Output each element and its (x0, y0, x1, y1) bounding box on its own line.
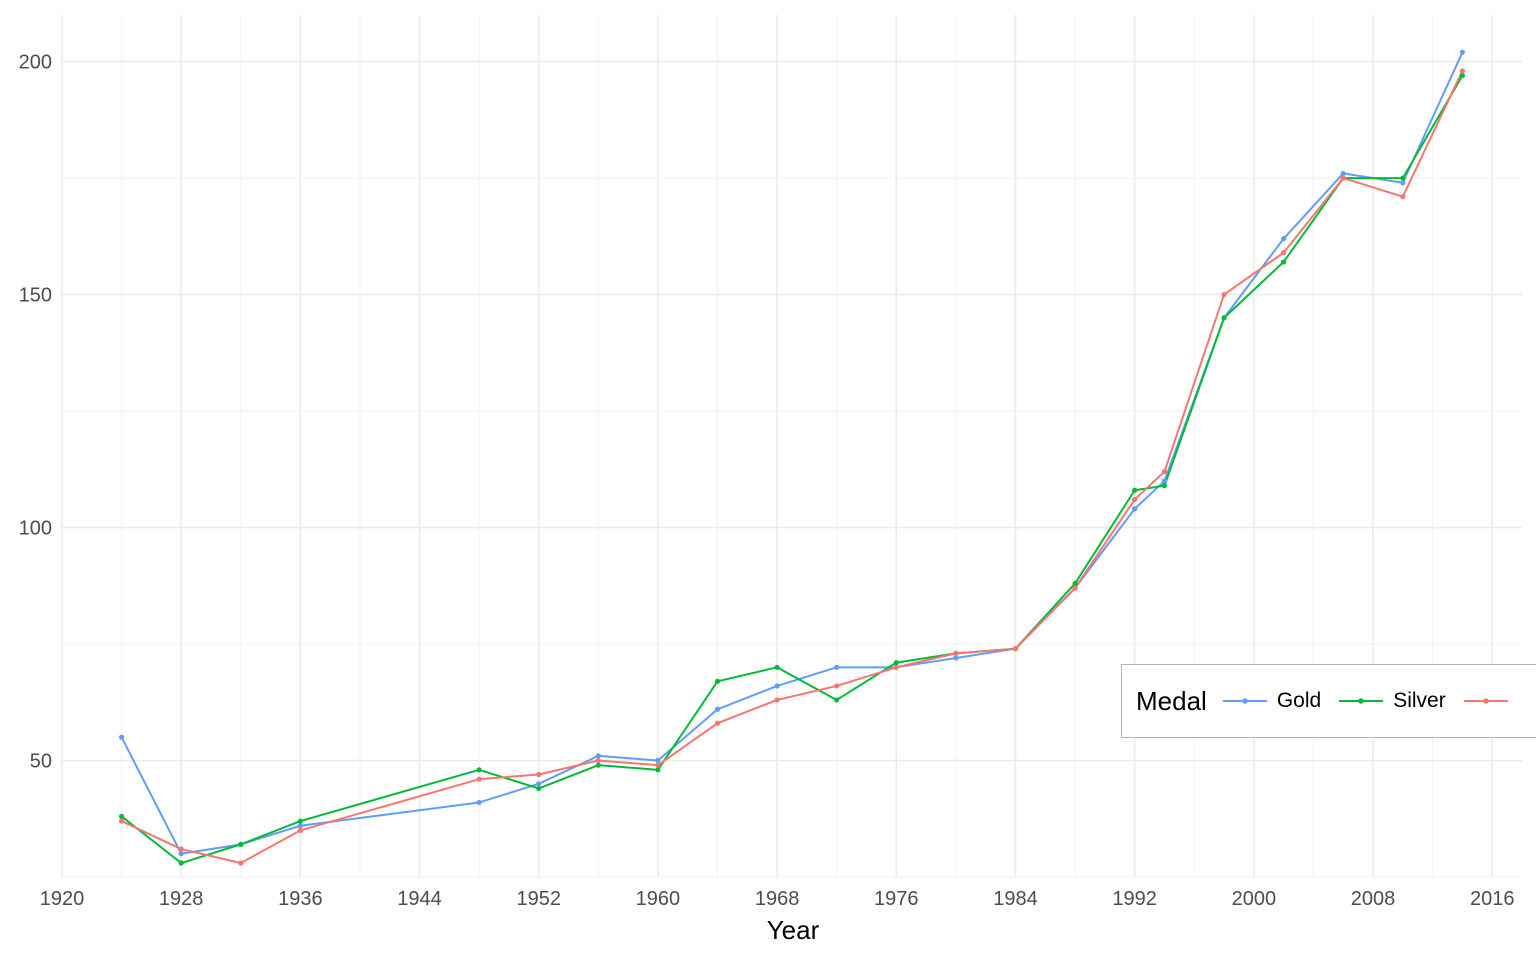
data-point-gold (595, 753, 601, 759)
x-axis-ticks: 1920 1928 1936 1944 1952 1960 1968 1976 1984 1992… (40, 888, 1515, 910)
y-tick-label: 100 (19, 518, 52, 540)
data-point-third (238, 860, 244, 866)
legend-item: Silver (1337, 689, 1446, 713)
data-point-third (714, 720, 721, 726)
y-tick-label: 50 (30, 751, 52, 773)
legend-key (1222, 698, 1267, 704)
data-point-silver (1281, 259, 1287, 265)
series-line-third (121, 70, 1464, 865)
x-tick-label: 1936 (278, 888, 323, 910)
legend-label: Silver (1393, 689, 1446, 712)
x-tick-label: 1992 (1112, 888, 1157, 910)
data-point-silver (893, 660, 899, 666)
data-point-third (655, 762, 661, 768)
legend-items: Gold Silver (1221, 689, 1534, 713)
series-lines (120, 51, 1464, 865)
major-gridlines (61, 15, 1522, 877)
data-point-gold (1161, 478, 1168, 484)
data-point-third (1072, 585, 1078, 591)
x-tick-label: 1920 (40, 888, 85, 910)
x-tick-label: 1944 (397, 888, 442, 910)
data-point-silver (834, 697, 840, 703)
data-point-gold (834, 664, 840, 670)
y-tick-label: 200 (19, 52, 52, 74)
legend-item (1462, 691, 1518, 711)
data-point-third (834, 683, 840, 689)
x-axis-title: Year (767, 915, 820, 945)
data-point-gold (714, 706, 721, 712)
series-line-gold (120, 51, 1464, 855)
legend-item: Gold (1221, 689, 1321, 713)
data-point-silver (1221, 315, 1227, 321)
y-axis-ticks: 50 100 150 200 (19, 52, 52, 773)
data-point-gold (178, 851, 184, 857)
data-point-gold (655, 757, 661, 764)
data-point-gold (1340, 170, 1346, 177)
data-point-gold (953, 655, 959, 661)
data-point-third (1281, 250, 1287, 256)
x-tick-label: 2016 (1470, 888, 1515, 910)
data-point-silver (118, 813, 125, 820)
data-point-silver (1161, 483, 1168, 489)
legend: Medal Gold Silver (1121, 664, 1536, 738)
data-point-gold (1400, 180, 1406, 186)
data-point-silver (536, 785, 542, 792)
data-point-silver (297, 818, 303, 824)
data-point-gold (476, 799, 482, 806)
legend-title: Medal (1136, 685, 1207, 716)
data-point-gold (1281, 236, 1287, 242)
data-point-third (178, 846, 184, 852)
data-point-third (953, 650, 959, 656)
data-point-silver (1072, 580, 1078, 587)
data-point-third (1132, 496, 1138, 503)
data-point-third (118, 818, 125, 824)
data-point-silver (178, 860, 184, 866)
data-point-gold (1459, 49, 1466, 55)
data-point-third (1340, 175, 1346, 181)
x-tick-label: 1968 (755, 888, 800, 910)
data-point-third (595, 757, 601, 764)
x-tick-label: 1984 (993, 888, 1038, 910)
legend-label: Gold (1276, 689, 1322, 712)
series-line-silver (120, 75, 1464, 865)
data-point-silver (774, 664, 780, 670)
data-point-gold (1132, 506, 1138, 512)
data-point-third (774, 697, 780, 703)
legend-key (1463, 698, 1508, 704)
data-point-gold (774, 683, 780, 689)
minor-gridlines (62, 15, 1522, 878)
data-point-gold (297, 823, 303, 829)
data-point-silver (1459, 72, 1466, 79)
x-tick-label: 1976 (874, 888, 919, 910)
x-tick-label: 2008 (1351, 888, 1396, 910)
data-point-third (476, 776, 482, 782)
data-point-silver (1132, 487, 1138, 493)
data-point-silver (714, 678, 721, 684)
data-point-silver (595, 762, 601, 768)
x-tick-label: 1928 (159, 888, 204, 910)
data-point-silver (238, 841, 244, 847)
data-point-third (1161, 469, 1168, 475)
data-point-third (1221, 291, 1227, 298)
data-point-third (1459, 68, 1466, 74)
data-point-third (536, 771, 542, 778)
data-point-third (297, 827, 303, 834)
data-point-silver (1400, 175, 1406, 181)
data-point-gold (536, 781, 542, 787)
y-tick-label: 150 (19, 285, 52, 307)
legend-key (1339, 698, 1384, 704)
data-point-silver (476, 767, 482, 773)
data-point-third (893, 664, 899, 670)
data-point-gold (118, 734, 125, 740)
data-point-silver (655, 767, 661, 773)
x-tick-label: 2000 (1232, 888, 1277, 910)
data-point-third (1400, 194, 1406, 200)
x-tick-label: 1960 (636, 888, 681, 910)
x-tick-label: 1952 (516, 888, 561, 910)
series-points (118, 49, 1466, 866)
data-point-third (1012, 646, 1019, 652)
